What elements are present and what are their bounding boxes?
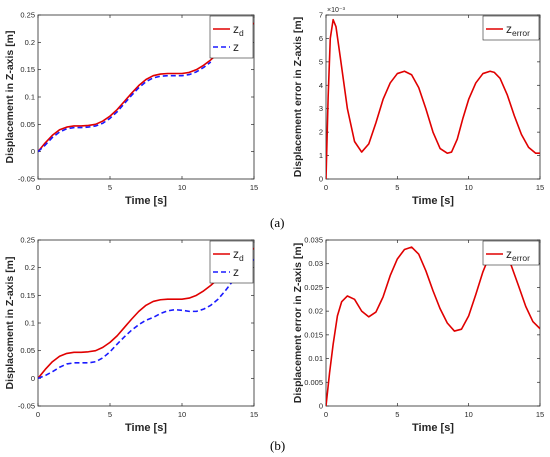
x-axis-label: Time [s] bbox=[412, 422, 454, 434]
x-tick-label: 10 bbox=[464, 183, 472, 192]
y-tick-label: -0.05 bbox=[18, 175, 35, 184]
legend-label-subscript: error bbox=[512, 253, 530, 263]
y-tick-label: 0.1 bbox=[25, 319, 35, 328]
x-tick-label: 0 bbox=[36, 183, 40, 192]
y-tick-label: 0.1 bbox=[25, 93, 35, 102]
legend-label-subscript: d bbox=[239, 253, 244, 263]
y-tick-label: 0.05 bbox=[20, 120, 35, 129]
legend-box bbox=[482, 15, 540, 41]
panel-label-a: (a) bbox=[270, 215, 284, 231]
x-tick-label: 15 bbox=[250, 183, 258, 192]
y-tick-label: 0.005 bbox=[304, 378, 323, 387]
y-tick-label: 0 bbox=[319, 175, 323, 184]
y-tick-label: 0.03 bbox=[308, 259, 323, 268]
legend-label-subscript: d bbox=[239, 28, 244, 38]
y-tick-label: 0.035 bbox=[304, 236, 323, 245]
y-tick-label: 5 bbox=[319, 57, 323, 66]
y-tick-label: 0.2 bbox=[25, 38, 35, 47]
x-tick-label: 5 bbox=[108, 183, 112, 192]
panel-label-a-text: (a) bbox=[270, 215, 285, 230]
chart-b-right: 0 5 10 15 0 0.005 0.01 0.015 0.02 0.025 0.03 0.035 T… bbox=[292, 236, 544, 435]
x-axis-label: Time [s] bbox=[412, 195, 454, 207]
series-line-z bbox=[38, 258, 254, 380]
legend-label: z bbox=[233, 265, 239, 279]
x-tick-label: 5 bbox=[395, 183, 399, 192]
panel-label-b-text: (b) bbox=[270, 438, 286, 453]
series-line-z-error bbox=[326, 18, 540, 179]
y-axis-label: Displacement in Z-axis [m] bbox=[4, 30, 16, 163]
legend-label: zd bbox=[233, 247, 244, 263]
legend-box bbox=[209, 240, 254, 284]
y-axis-label: Displacement error in Z-axis [m] bbox=[292, 17, 304, 177]
y-tick-label: 0.2 bbox=[25, 263, 35, 272]
x-tick-label: 15 bbox=[536, 410, 544, 419]
y-tick-label: 0.25 bbox=[20, 236, 35, 245]
x-tick-label: 0 bbox=[324, 183, 328, 192]
y-tick-label: 0 bbox=[31, 374, 35, 383]
y-tick-label: 0.01 bbox=[308, 354, 323, 363]
x-tick-label: 0 bbox=[324, 410, 328, 419]
y-tick-label: -0.05 bbox=[18, 402, 35, 411]
y-tick-label: 1 bbox=[319, 151, 323, 160]
series-line-z bbox=[38, 61, 212, 153]
y-axis-label: Displacement error in Z-axis [m] bbox=[292, 243, 304, 403]
y-tick-label: 4 bbox=[319, 81, 323, 90]
y-tick-label: 0.015 bbox=[304, 330, 323, 339]
panel-label-b: (b) bbox=[270, 438, 285, 454]
y-tick-label: 0.05 bbox=[20, 346, 35, 355]
y-tick-label: 6 bbox=[319, 34, 323, 43]
y-tick-label: 3 bbox=[319, 104, 323, 113]
y-tick-label: 2 bbox=[319, 128, 323, 137]
legend-label-subscript: error bbox=[512, 28, 530, 38]
x-tick-label: 5 bbox=[395, 410, 399, 419]
y-axis-label: Displacement in Z-axis [m] bbox=[4, 256, 16, 389]
legend-box bbox=[482, 240, 540, 266]
y-tick-label: 7 bbox=[319, 11, 323, 20]
legend-box bbox=[209, 15, 254, 59]
y-tick-label: 0.15 bbox=[20, 291, 35, 300]
x-axis-label: Time [s] bbox=[125, 195, 167, 207]
x-tick-label: 15 bbox=[250, 410, 258, 419]
x-tick-label: 10 bbox=[178, 183, 186, 192]
legend-label: z bbox=[233, 40, 239, 54]
x-tick-label: 10 bbox=[178, 410, 186, 419]
x-tick-label: 5 bbox=[108, 410, 112, 419]
x-tick-label: 15 bbox=[536, 183, 544, 192]
plot-area bbox=[325, 14, 541, 180]
x-tick-label: 10 bbox=[464, 410, 472, 419]
y-exponent-label: ×10⁻³ bbox=[327, 7, 346, 14]
legend-label: zd bbox=[233, 22, 244, 38]
y-tick-label: 0 bbox=[31, 147, 35, 156]
chart-a-right: 0 5 10 15 0 1 2 3 4 5 6 7 ×10⁻³ Time [s] Displacement … bbox=[292, 7, 544, 207]
y-tick-label: 0 bbox=[319, 402, 323, 411]
y-tick-label: 0.02 bbox=[308, 307, 323, 316]
y-tick-label: 0.15 bbox=[20, 65, 35, 74]
x-axis-label: Time [s] bbox=[125, 422, 167, 434]
x-tick-label: 0 bbox=[36, 410, 40, 419]
y-tick-label: 0.025 bbox=[304, 283, 323, 292]
plot-area bbox=[325, 239, 541, 407]
y-tick-label: 0.25 bbox=[20, 11, 35, 20]
